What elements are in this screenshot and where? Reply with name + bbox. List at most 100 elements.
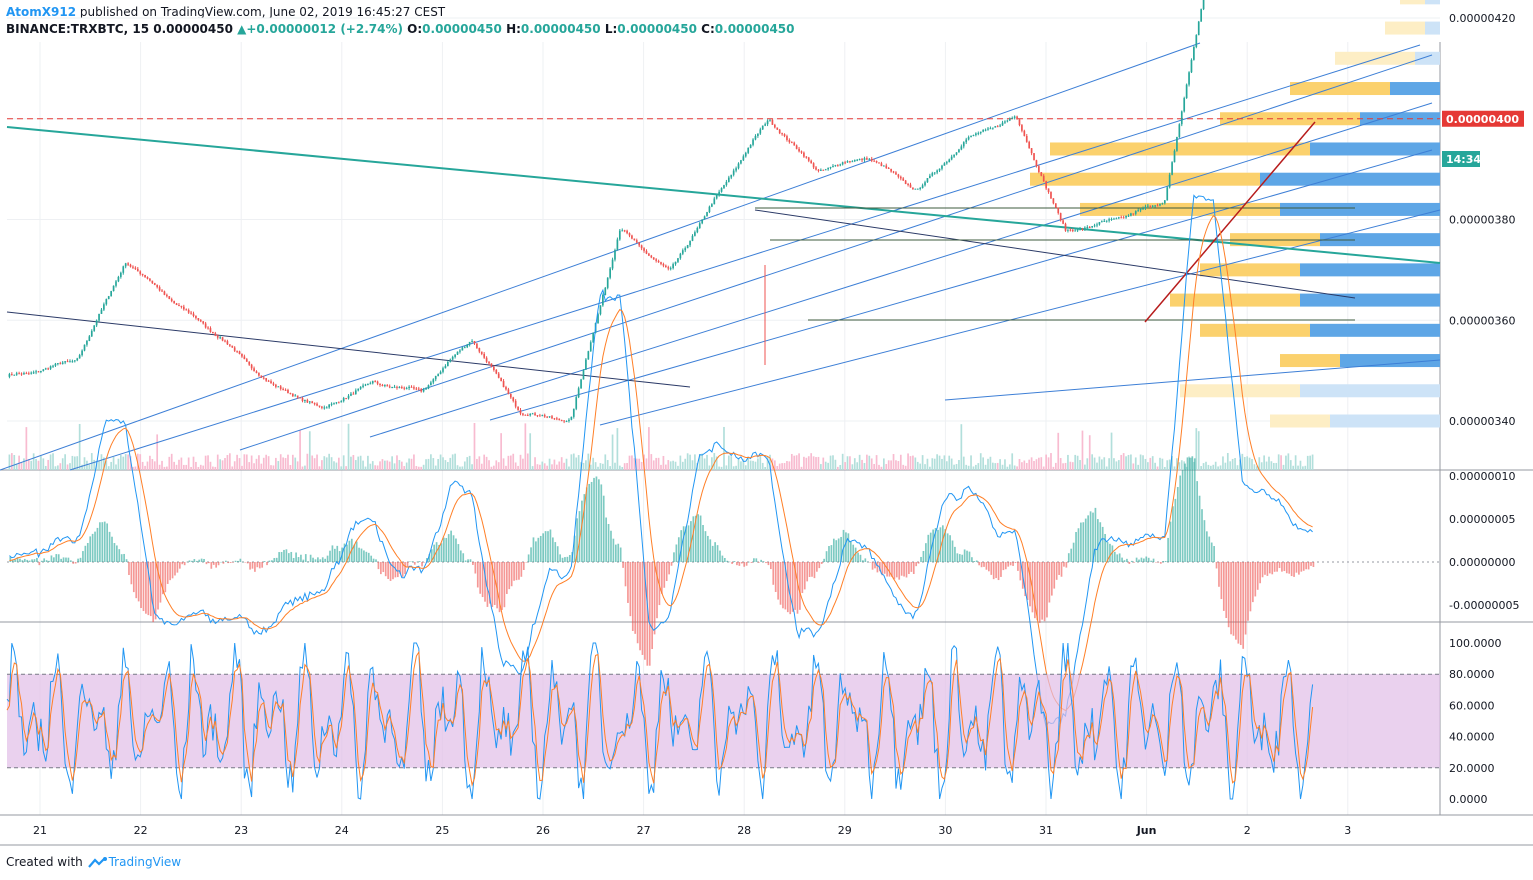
volume-bar <box>1105 466 1108 470</box>
candle-body <box>720 188 723 192</box>
macd-histogram-bar <box>472 562 474 565</box>
macd-histogram-bar <box>360 548 363 562</box>
price-change: +0.00000012 (+2.74%) <box>246 22 403 36</box>
macd-histogram-bar <box>409 561 411 562</box>
candle-body <box>798 148 800 152</box>
candle-body <box>606 277 609 288</box>
candle-body <box>643 248 645 251</box>
volume-bar <box>856 462 859 470</box>
volume-bar <box>781 463 783 470</box>
x-tick-label: 25 <box>435 824 449 837</box>
macd-histogram-bar <box>1143 558 1145 562</box>
macd-histogram-bar <box>852 544 855 562</box>
candle-body <box>689 240 691 246</box>
candle-body <box>233 347 236 351</box>
macd-histogram-bar <box>205 562 208 565</box>
macd-histogram-bar <box>813 562 816 579</box>
volume-bar <box>420 466 423 470</box>
macd-histogram-bar <box>343 543 346 562</box>
candle-body <box>565 421 568 423</box>
macd-histogram-bar <box>1213 546 1215 562</box>
volume-bar <box>701 453 704 470</box>
macd-histogram-bar <box>971 557 973 562</box>
macd-histogram-bar <box>750 562 753 563</box>
macd-histogram-bar <box>1208 536 1211 562</box>
candle-body <box>1149 205 1152 207</box>
candle-body <box>287 389 289 394</box>
candle-body <box>541 415 544 417</box>
macd-histogram-bar <box>239 558 242 562</box>
candle-body <box>611 259 614 269</box>
candle-body <box>335 402 338 404</box>
candle-body <box>417 388 420 390</box>
candle-body <box>522 413 524 415</box>
candle-body <box>59 363 62 365</box>
volume-bar <box>88 464 91 470</box>
macd-histogram-bar <box>854 547 857 562</box>
volume-bar <box>618 465 621 470</box>
macd-histogram-bar <box>753 558 755 562</box>
candle-body <box>592 332 595 343</box>
y-tick-label: 0.00000420 <box>1449 12 1515 25</box>
candle-body <box>1052 198 1055 204</box>
candle-body <box>529 414 532 416</box>
candle-body <box>524 414 527 416</box>
volume-bar <box>427 458 430 470</box>
candle-body <box>795 145 798 149</box>
volume-bar <box>735 465 737 470</box>
candle-body <box>480 351 483 354</box>
volume-bar <box>839 464 842 470</box>
author-name[interactable]: AtomX912 <box>6 5 77 19</box>
volume-bar <box>752 460 754 470</box>
volume-bar <box>78 423 81 470</box>
candle-body <box>948 159 951 163</box>
volume-bar <box>933 458 936 470</box>
candle-body <box>488 361 490 364</box>
candle-body <box>899 176 902 179</box>
macd-histogram-bar <box>418 561 421 562</box>
macd-histogram-bar <box>1038 562 1041 623</box>
volume-bar <box>1154 462 1156 470</box>
candle-body <box>410 386 413 388</box>
volume-bar <box>669 461 672 470</box>
candle-body <box>158 287 161 291</box>
x-tick-label: 29 <box>838 824 852 837</box>
candle-body <box>224 340 226 342</box>
volume-bar <box>788 461 791 470</box>
tradingview-brand[interactable]: TradingView <box>108 855 182 869</box>
candle-body <box>621 230 624 232</box>
macd-histogram-bar <box>927 534 930 562</box>
volume-bar <box>384 460 386 470</box>
volume-bar <box>1054 462 1057 470</box>
volume-bar <box>1132 463 1135 470</box>
volume-bar <box>480 463 483 470</box>
stochastic-pane <box>6 642 1440 800</box>
volume-bar <box>1096 462 1098 470</box>
volume-bar <box>832 455 834 470</box>
macd-histogram-bar <box>668 562 670 575</box>
volume-bar <box>892 454 895 470</box>
macd-histogram-bar <box>445 537 448 562</box>
candle-body <box>400 386 403 388</box>
candle-body <box>1171 162 1173 175</box>
volume-bar <box>61 458 64 470</box>
candle-body <box>732 170 735 175</box>
macd-histogram-bar <box>254 562 256 572</box>
volume-bar <box>1042 466 1045 470</box>
macd-histogram-bar <box>1092 512 1094 562</box>
volume-bar <box>941 458 943 470</box>
footer: Created with TradingView <box>6 855 181 870</box>
volume-bar <box>1226 453 1229 470</box>
macd-histogram-bar <box>145 562 147 614</box>
macd-histogram-bar <box>229 562 232 563</box>
volume-bar <box>945 461 948 470</box>
candle-body <box>197 318 200 321</box>
candle-body <box>1142 208 1144 210</box>
candle-body <box>248 361 251 365</box>
candle-body <box>209 328 212 332</box>
volume-bar <box>1246 456 1249 470</box>
macd-histogram-bar <box>317 557 319 562</box>
candle-body <box>1035 160 1038 167</box>
candle-body <box>1127 215 1130 217</box>
